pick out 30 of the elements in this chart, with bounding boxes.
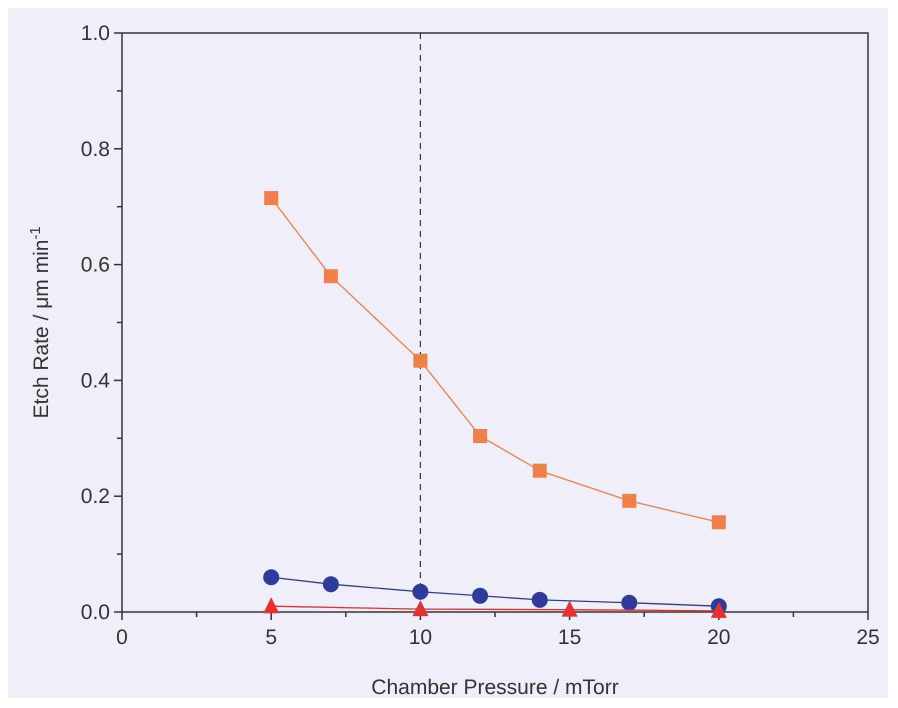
text: 0.0	[80, 601, 110, 624]
x-tick-label: 20	[707, 626, 730, 649]
point	[412, 600, 428, 616]
x-tick-label: 15	[558, 626, 582, 649]
point	[532, 464, 547, 478]
x-tick-label: 25	[856, 626, 880, 649]
x-tick-label: 0	[116, 626, 128, 649]
point	[324, 269, 338, 284]
point	[263, 597, 280, 614]
point	[413, 354, 428, 368]
point	[412, 584, 428, 600]
y-tick-label: 0.2	[80, 485, 110, 508]
x-tick-label: 10	[408, 626, 432, 649]
point	[622, 494, 636, 508]
point	[621, 594, 638, 611]
y-tick-label: 0.8	[80, 138, 110, 161]
point	[710, 602, 727, 618]
point	[712, 515, 726, 530]
point	[562, 600, 578, 617]
x-tick-label: 5	[265, 626, 278, 649]
y-tick-label: 1.0	[80, 22, 110, 45]
point	[322, 576, 339, 592]
x-axis-title: Chamber Pressure / mTorr	[371, 676, 619, 699]
point	[472, 588, 488, 604]
point	[473, 428, 488, 443]
point	[263, 569, 280, 586]
y-tick-label: 0.4	[80, 369, 110, 392]
point	[264, 191, 278, 206]
y-tick-label: 0.6	[80, 254, 110, 277]
point	[532, 592, 548, 608]
